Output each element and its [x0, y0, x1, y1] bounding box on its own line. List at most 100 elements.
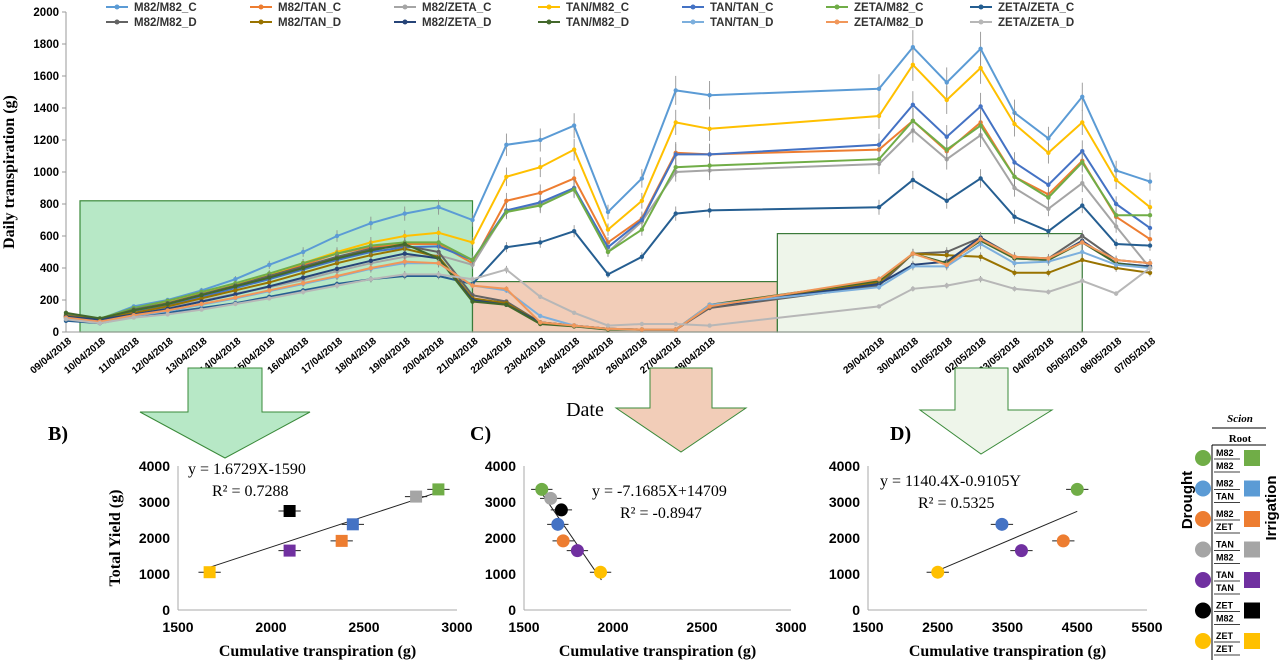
- legend-label: M82/M82_C: [134, 2, 197, 14]
- data-point: [1080, 120, 1085, 125]
- legend-item: M82/ZETA_C: [394, 2, 491, 14]
- data-point: [436, 249, 441, 255]
- point-circle: [995, 517, 1009, 531]
- data-point: [639, 254, 645, 259]
- data-point: [300, 281, 306, 286]
- data-point: [233, 301, 238, 307]
- data-point: [990, 517, 1014, 531]
- data-point: [341, 518, 364, 531]
- point-square: [283, 505, 296, 517]
- data-point: [944, 198, 949, 203]
- data-point: [566, 544, 589, 558]
- key-irrigation-marker: [1244, 511, 1260, 527]
- data-point: [233, 277, 238, 282]
- data-point: [876, 142, 882, 147]
- data-point: [910, 62, 916, 67]
- data-point: [639, 176, 645, 181]
- data-point: [1052, 534, 1075, 548]
- data-point: [1012, 185, 1017, 191]
- data-point: [550, 503, 573, 517]
- x-axis-title: Cumulative transpiration (g): [909, 643, 1106, 660]
- y-tick-label: 3000: [485, 494, 516, 510]
- x-tick-label: 2500: [922, 619, 953, 635]
- key-scion-label: M82: [1216, 479, 1234, 489]
- data-point: [707, 304, 712, 309]
- key-root-label: M82: [1216, 461, 1234, 471]
- legend-item: TAN/TAN_C: [682, 2, 773, 14]
- x-tick-label: 4500: [1062, 619, 1093, 635]
- y-tick-label: 1200: [33, 135, 59, 147]
- data-point: [1010, 544, 1033, 558]
- legend-marker: [834, 19, 840, 25]
- point-circle: [1056, 534, 1070, 548]
- legend-label: M82/ZETA_C: [422, 2, 491, 14]
- key-irrigation-marker: [1244, 541, 1260, 558]
- data-point: [199, 301, 204, 307]
- data-point: [1080, 94, 1085, 100]
- data-point: [97, 321, 103, 326]
- series-lines: [63, 30, 1153, 332]
- data-point: [876, 86, 882, 92]
- point-circle: [554, 503, 568, 517]
- data-point: [97, 316, 103, 321]
- data-point: [876, 281, 882, 287]
- data-point: [571, 323, 577, 328]
- data-point: [267, 275, 272, 280]
- key-drought-marker: [1195, 633, 1211, 649]
- arrow-pre-drought: [139, 367, 311, 459]
- x-tick-label: 1500: [508, 619, 539, 635]
- data-point: [978, 254, 983, 259]
- data-point: [673, 321, 678, 327]
- r-squared: R² = -0.8947: [620, 505, 702, 522]
- x-tick-label: 5500: [1131, 619, 1162, 635]
- data-point: [1080, 249, 1085, 255]
- data-point: [673, 152, 678, 157]
- y-tick-label: 3000: [829, 494, 860, 510]
- data-point: [1113, 168, 1119, 173]
- x-tick-label: 1500: [852, 619, 883, 635]
- data-point: [538, 137, 543, 143]
- point-circle: [535, 482, 549, 496]
- panel-letter: C): [470, 423, 491, 445]
- data-point: [1012, 160, 1017, 165]
- data-point: [944, 97, 949, 103]
- legend-item: ZETA/ZETA_D: [970, 17, 1074, 29]
- data-point: [944, 253, 949, 258]
- data-point: [707, 208, 712, 213]
- legend-marker: [834, 4, 840, 10]
- data-point: [639, 198, 645, 203]
- data-point: [707, 152, 712, 157]
- data-point: [944, 80, 949, 85]
- legend-item: M82/TAN_D: [250, 17, 341, 29]
- legend-item: TAN/TAN_D: [682, 17, 773, 29]
- data-point: [876, 157, 882, 162]
- data-point: [639, 321, 645, 327]
- r-squared: R² = 0.5325: [918, 495, 995, 512]
- data-point: [233, 288, 238, 293]
- data-point: [233, 295, 238, 300]
- y-tick-label: 0: [508, 602, 516, 618]
- data-point: [1012, 214, 1017, 219]
- data-point: [470, 299, 475, 304]
- data-point: [571, 187, 577, 192]
- point-square: [283, 544, 296, 557]
- data-point: [589, 565, 612, 579]
- point-circle: [931, 565, 945, 579]
- data-point: [540, 491, 562, 505]
- x-tick-label: 3000: [441, 619, 472, 635]
- legend-marker: [114, 19, 120, 25]
- data-point: [504, 198, 509, 203]
- data-point: [1046, 229, 1051, 234]
- key-scion-label: ZET: [1216, 631, 1234, 641]
- data-point: [504, 302, 509, 307]
- data-point: [402, 211, 407, 216]
- point-square: [203, 566, 216, 579]
- point-square: [335, 534, 348, 547]
- key-root-label: M82: [1216, 614, 1234, 624]
- key-drought-marker: [1195, 480, 1211, 497]
- key-irrigation-label: Irrigation: [1263, 475, 1280, 540]
- data-point: [531, 482, 553, 496]
- trend-equation: y = 1140.4X-0.9105Y: [880, 473, 1021, 490]
